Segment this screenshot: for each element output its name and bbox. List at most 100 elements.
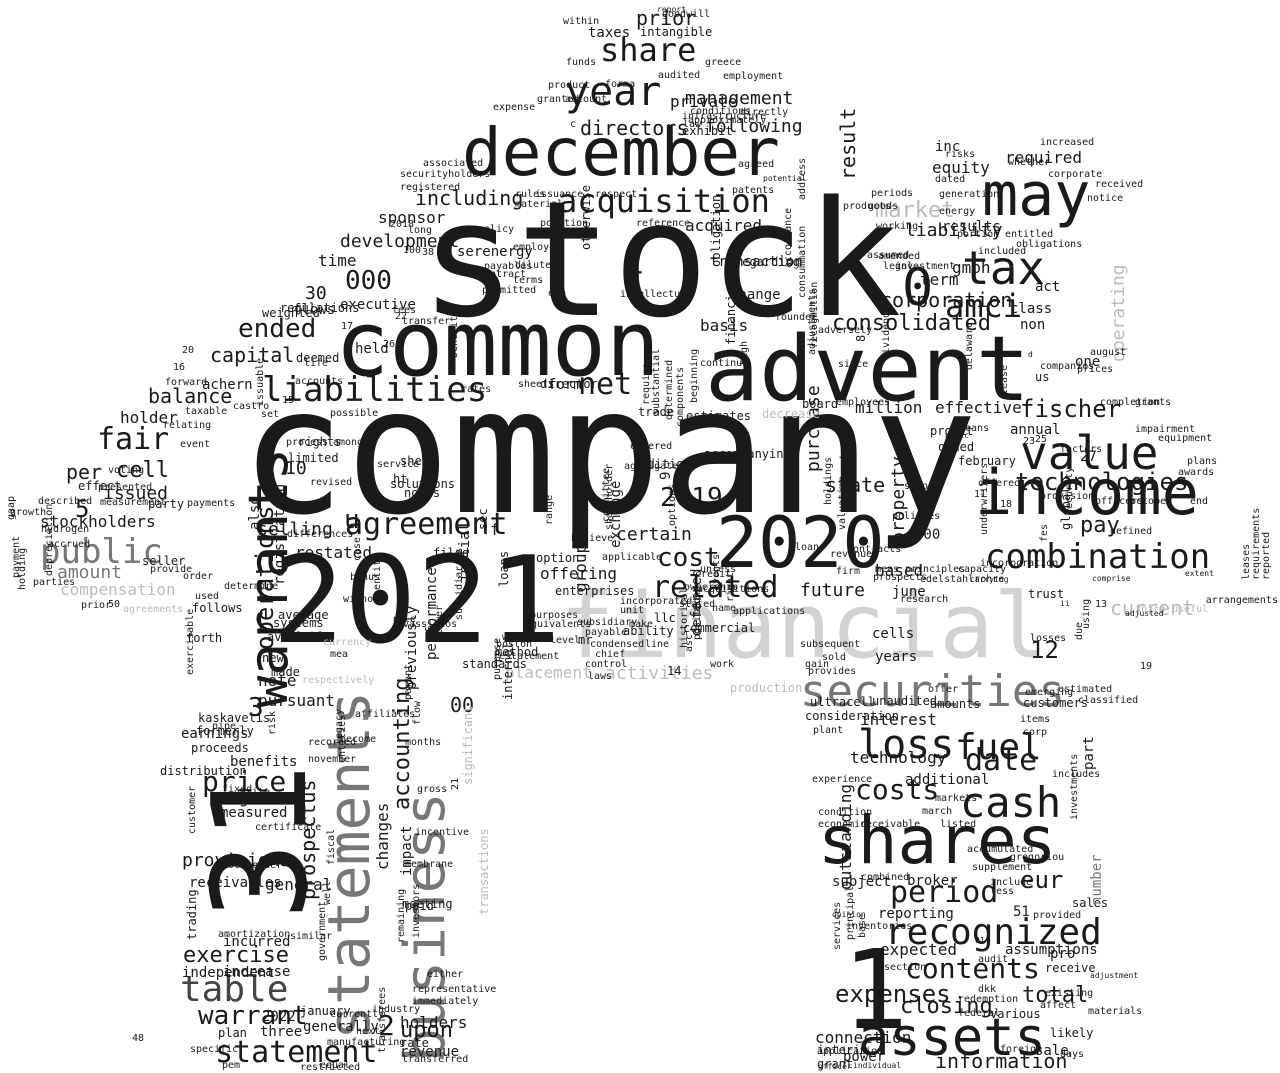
word-f: f	[490, 520, 500, 539]
word-kaskavelis: kaskavelis	[198, 711, 271, 725]
word-name: name	[712, 603, 737, 614]
word-shares: shares	[818, 802, 1057, 879]
word-service: service	[377, 459, 420, 470]
word-exhibit: exhibit	[682, 124, 733, 138]
word-achern: achern	[202, 377, 253, 393]
word-technologies: technologies	[1015, 468, 1189, 496]
word-gross: gross	[417, 784, 448, 795]
word-gmbh: gmbh	[952, 258, 991, 277]
word-increased: increased	[1040, 137, 1095, 148]
word-upon: upon	[400, 1018, 453, 1043]
word-related: related	[652, 570, 779, 605]
word-technology: technology	[850, 748, 947, 767]
word-2022: 2022	[262, 1009, 296, 1025]
word-individual: individual	[853, 1061, 902, 1070]
word-audited: audited	[658, 70, 701, 81]
word-likely: likely	[1050, 1026, 1094, 1040]
word-500: 500	[915, 527, 941, 543]
word-line: line	[645, 639, 670, 650]
word-comprise: comprise	[1092, 574, 1131, 583]
word-estimates: estimates	[686, 409, 752, 423]
word-fischer: fischer	[1020, 395, 1122, 423]
word-transferred: transferred	[402, 1054, 469, 1065]
word-obligations: obligations	[1016, 239, 1083, 250]
word-internal: internal	[501, 642, 515, 700]
word-opinion: opinion	[832, 910, 866, 919]
word-markets: markets	[935, 793, 978, 804]
word-23: 23	[1023, 436, 1036, 447]
word-incentive: incentive	[415, 827, 470, 838]
word-000: 000	[345, 266, 392, 296]
word-u: u	[344, 505, 360, 535]
word-equal: equal	[320, 1060, 351, 1071]
word-sheets: sheets	[518, 379, 555, 390]
word-d: d	[1028, 350, 1033, 359]
word-2020: 2020	[716, 502, 885, 584]
word-control: control	[585, 659, 628, 670]
word-reporting: reporting	[878, 906, 954, 922]
word-whether: whether	[1008, 157, 1051, 168]
word-issuance: issuance	[535, 189, 584, 200]
word-working: working	[876, 221, 919, 232]
word-currency: currency	[323, 637, 372, 648]
word-benefits: benefits	[230, 754, 298, 770]
word-policies: policies	[892, 511, 941, 522]
word-sales: sales	[1072, 896, 1109, 910]
word-2: 2	[378, 1009, 395, 1042]
word-19: 19	[1140, 661, 1153, 672]
word-payable: payable	[585, 627, 628, 638]
word-classified: classified	[1078, 695, 1139, 706]
word-b: b	[885, 417, 890, 426]
word-less: less	[990, 886, 1015, 897]
word-castro: castro	[233, 401, 270, 412]
word-intellectual: intellectual	[620, 289, 693, 300]
word-research: research	[900, 594, 949, 605]
word-weighted: weighted	[262, 306, 320, 320]
word-defined: defined	[1110, 526, 1153, 537]
word-process: process	[286, 437, 329, 448]
word-companies: companies	[1040, 361, 1095, 372]
word-profit: profit	[930, 424, 974, 438]
word-combined: combined	[861, 872, 910, 883]
word-section: section	[884, 962, 927, 973]
word-meas: meas	[875, 564, 900, 575]
word-amci: amci	[945, 287, 1023, 325]
word-investors: investors	[411, 883, 422, 938]
word-public: public	[40, 532, 163, 572]
word-issuable: issuable	[255, 357, 266, 406]
word-fixed: fixed	[222, 784, 253, 795]
word-serenergy: serenergy	[457, 244, 533, 260]
word-application: application	[817, 1046, 884, 1057]
word-offer: offer	[928, 684, 959, 695]
word-future: future	[800, 580, 866, 601]
word-available: available	[267, 630, 333, 644]
word-gregoriou: gregoriou	[1010, 852, 1065, 863]
word-gaap: gaap	[6, 495, 17, 520]
word-june: june	[892, 584, 926, 600]
word-commercial: commercial	[683, 621, 756, 635]
word-officer: officer	[818, 1062, 852, 1071]
word-components: components	[675, 366, 686, 427]
word-provision: provision	[1040, 491, 1095, 502]
word-fees: fees	[392, 305, 417, 316]
word-transactions: transactions	[477, 828, 491, 915]
word-greece: greece	[705, 57, 742, 68]
word-part: part	[1081, 736, 1097, 770]
word-revenues: revenues	[830, 549, 879, 560]
word-company: company	[240, 351, 978, 554]
word-us: us	[1035, 370, 1050, 384]
word-independent: independent	[182, 965, 275, 981]
word-cell: cell	[116, 458, 169, 483]
word-three: three	[260, 1024, 303, 1040]
word-party: party	[148, 497, 185, 511]
word-listed: listed	[940, 819, 977, 830]
word-contract: contract	[478, 269, 527, 280]
word-enterprises: enterprises	[555, 584, 635, 598]
word-unit: unit	[620, 605, 645, 616]
word-cells: cells	[872, 626, 915, 642]
word-third: third	[1135, 604, 1166, 615]
word-periods: periods	[871, 188, 914, 199]
word-13: 13	[1095, 599, 1108, 610]
word-stockholder: stockholder	[216, 860, 283, 871]
word-basis: basis	[700, 316, 749, 335]
